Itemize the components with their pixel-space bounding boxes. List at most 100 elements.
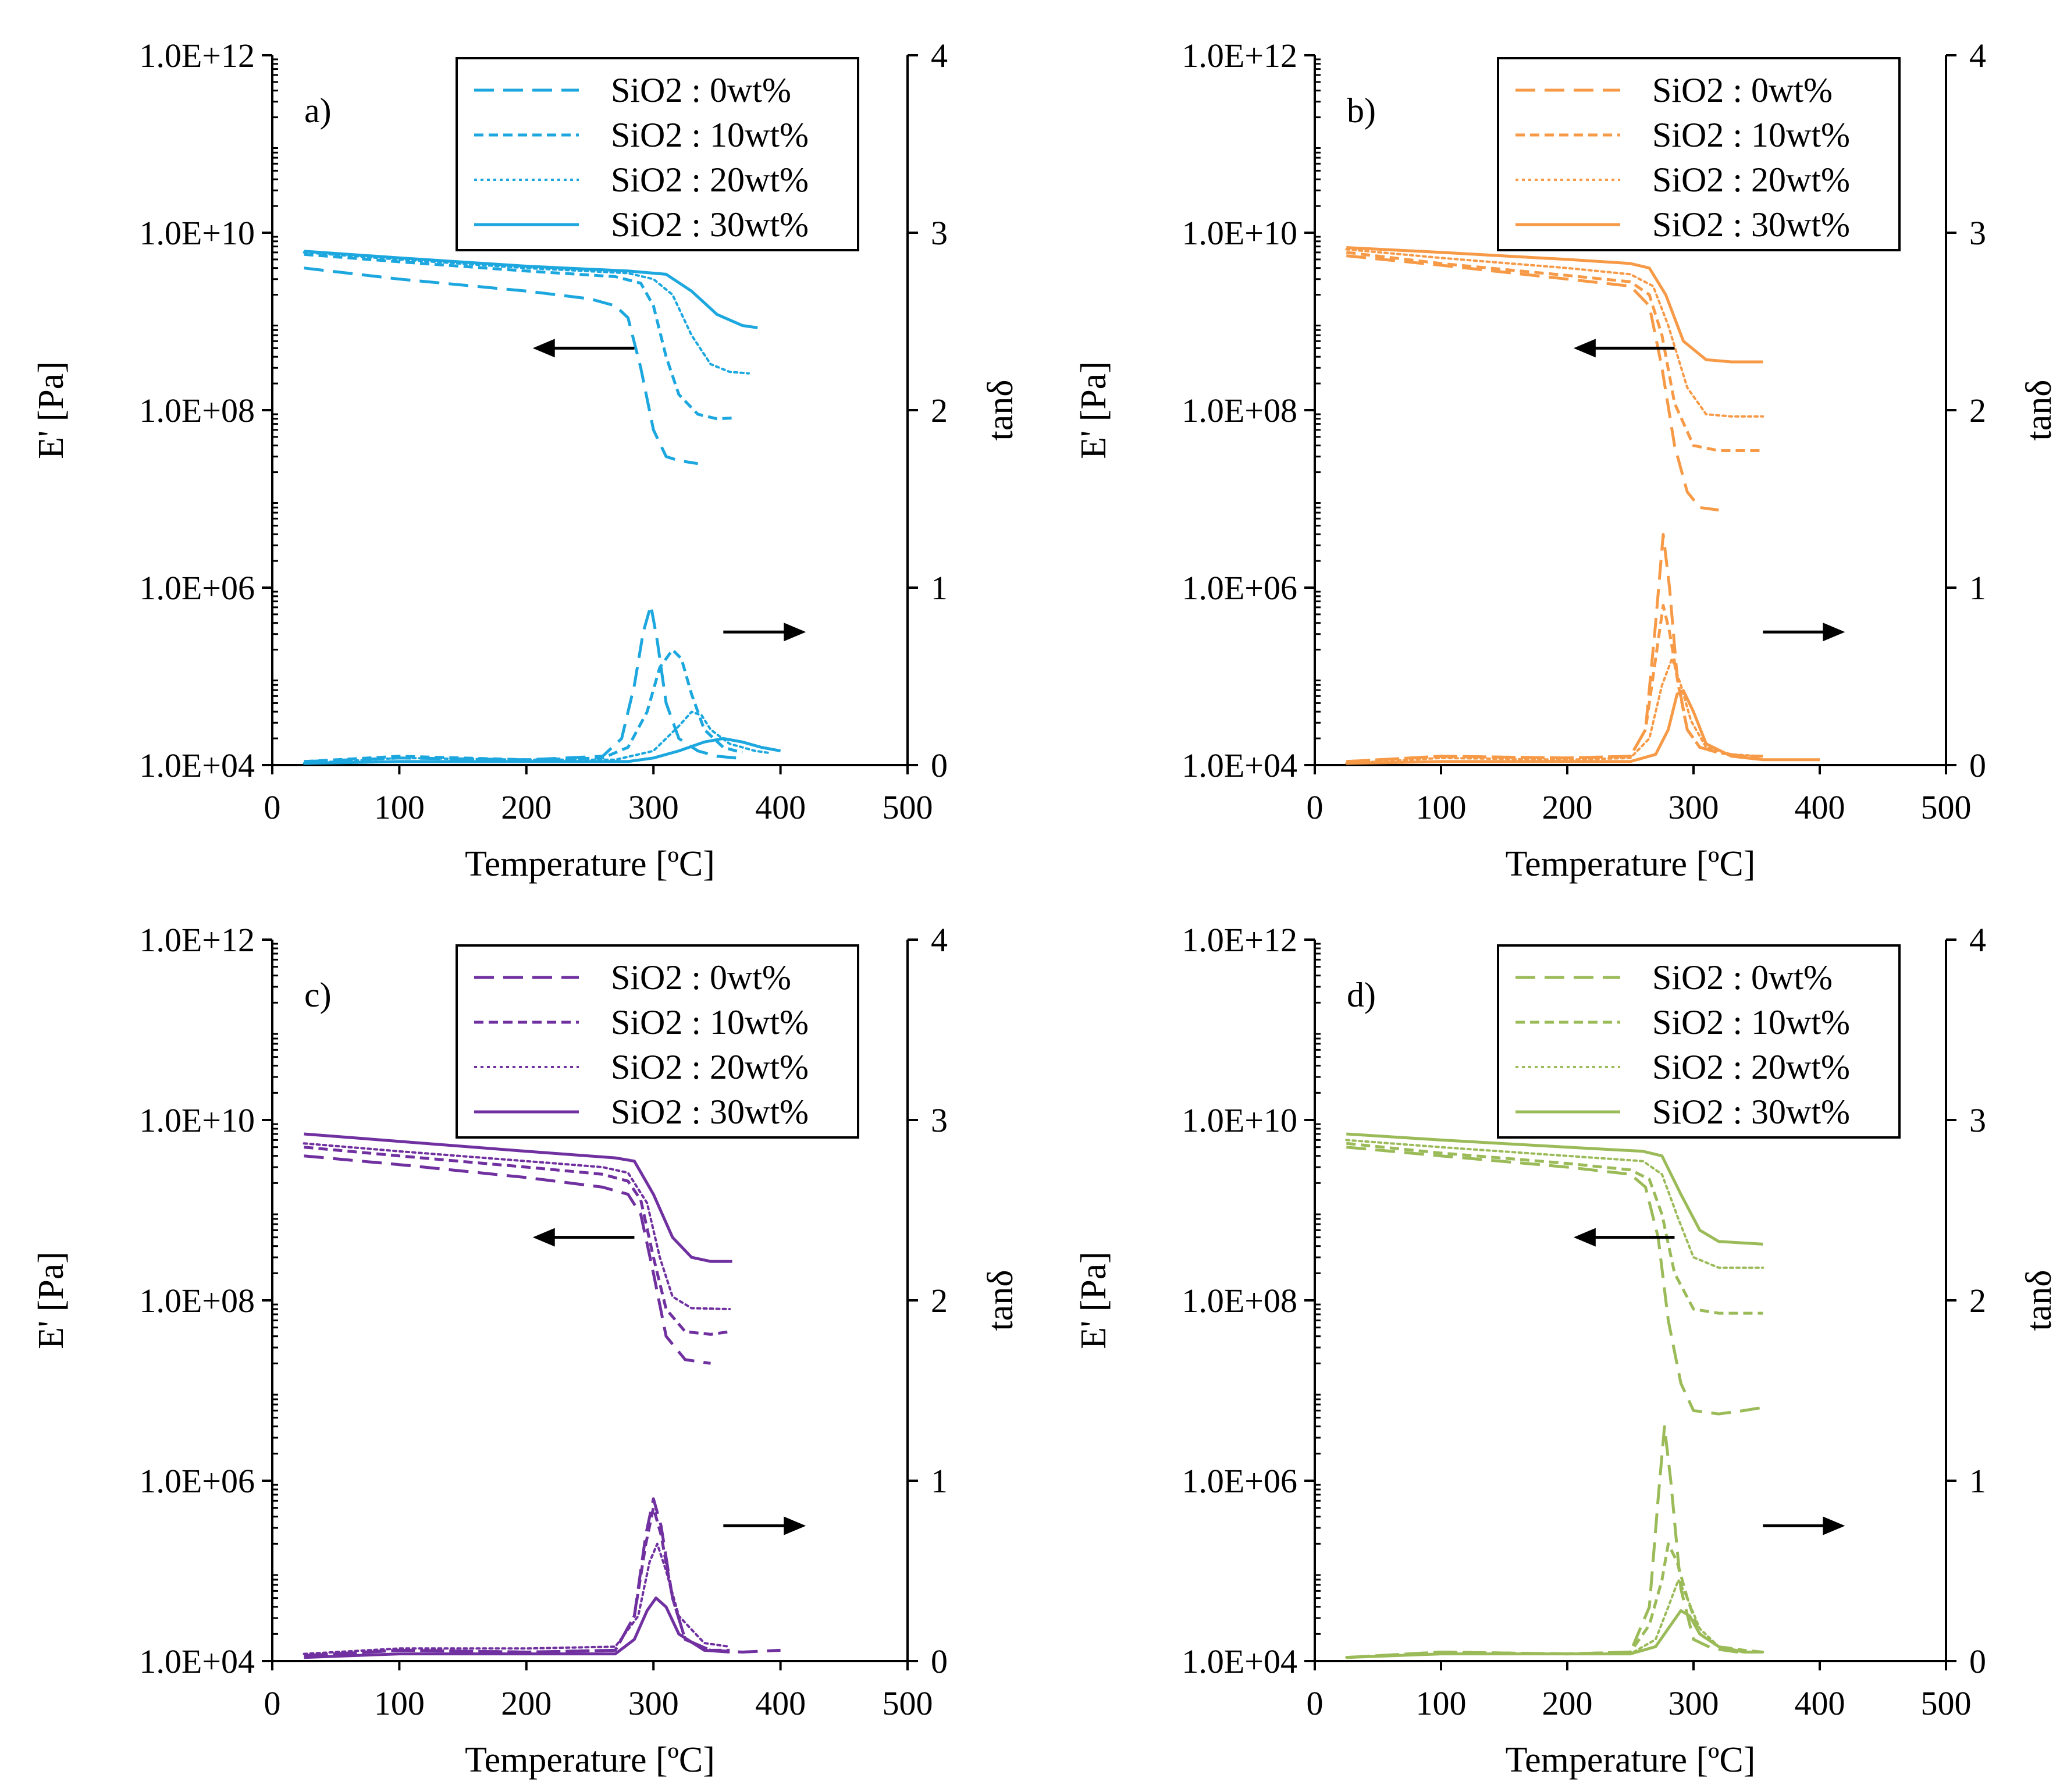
left-arrow-head — [532, 339, 555, 358]
legend-entry: SiO2 : 10wt% — [611, 1003, 809, 1041]
series-line — [1346, 1425, 1763, 1659]
y2-tick-label: 2 — [931, 392, 948, 429]
series-line — [304, 1497, 781, 1658]
x-tick-label: 500 — [1921, 788, 1972, 826]
series-line — [304, 1506, 730, 1658]
y-tick-label: 1.0E+12 — [139, 37, 255, 74]
series-line — [1346, 1609, 1763, 1659]
y-tick-label: 1.0E+06 — [139, 1462, 255, 1500]
panel-label: c) — [304, 976, 332, 1014]
series-line — [1346, 1132, 1763, 1246]
series-line — [304, 1146, 730, 1336]
x-tick-label: 500 — [883, 788, 933, 826]
y2-axis-title: tanδ — [981, 1270, 1020, 1331]
series-line — [303, 1142, 731, 1310]
y2-tick-label: 3 — [931, 1101, 948, 1139]
series-line — [303, 1542, 731, 1655]
x-tick-label: 100 — [374, 1684, 425, 1722]
y2-tick-label: 4 — [931, 37, 948, 74]
legend-entry: SiO2 : 10wt% — [611, 116, 809, 154]
legend-entry: SiO2 : 0wt% — [611, 958, 791, 997]
panel-label: a) — [304, 91, 332, 130]
x-tick-label: 0 — [1307, 788, 1324, 826]
x-tick-label: 400 — [755, 1684, 806, 1722]
y-tick-label: 1.0E+08 — [1182, 392, 1297, 429]
legend: SiO2 : 0wt% SiO2 : 10wt% SiO2 : 20wt% SiO2 … — [456, 944, 859, 1139]
y2-tick-label: 1 — [931, 569, 948, 607]
series-line — [304, 648, 743, 763]
series-line — [304, 604, 737, 763]
y2-tick-label: 1 — [1969, 1462, 1986, 1500]
series-line — [1346, 1542, 1763, 1659]
right-arrow-head — [1823, 1516, 1845, 1535]
x-tick-label: 300 — [628, 1684, 679, 1722]
x-tick-label: 0 — [264, 1684, 281, 1722]
x-tick-label: 300 — [1668, 788, 1719, 826]
legend: SiO2 : 0wt% SiO2 : 10wt% SiO2 : 20wt% SiO2 … — [456, 57, 859, 251]
x-tick-label: 100 — [1416, 788, 1467, 826]
legend-entry: SiO2 : 30wt% — [1652, 1093, 1850, 1131]
legend-box — [456, 944, 859, 1139]
left-arrow-head — [532, 1228, 555, 1247]
y2-tick-label: 0 — [1969, 746, 1986, 784]
y-tick-label: 1.0E+06 — [1182, 569, 1297, 607]
y2-tick-label: 1 — [931, 1462, 948, 1500]
series-line — [1346, 251, 1763, 452]
y2-tick-label: 0 — [931, 1642, 948, 1680]
y-tick-label: 1.0E+04 — [139, 1642, 255, 1680]
series-line — [1345, 248, 1764, 418]
series-line — [304, 1154, 711, 1365]
legend-entry: SiO2 : 30wt% — [611, 1093, 809, 1131]
series-line — [303, 710, 769, 765]
series-line — [1346, 689, 1820, 765]
legend: SiO2 : 0wt% SiO2 : 10wt% SiO2 : 20wt% SiO2 … — [1497, 57, 1901, 251]
y2-axis-title: tanδ — [981, 380, 1020, 441]
y2-tick-label: 3 — [1969, 1101, 1986, 1139]
y2-tick-label: 0 — [1969, 1642, 1986, 1680]
legend-entry: SiO2 : 20wt% — [1652, 1048, 1850, 1086]
legend-box — [1497, 57, 1901, 251]
y-tick-label: 1.0E+04 — [139, 746, 255, 784]
right-arrow-head — [784, 623, 806, 642]
x-tick-label: 500 — [1921, 1684, 1972, 1722]
y-tick-label: 1.0E+10 — [1182, 1101, 1297, 1139]
series-line — [304, 266, 698, 465]
series-line — [304, 1132, 732, 1263]
x-tick-label: 500 — [883, 1684, 933, 1722]
y-tick-label: 1.0E+12 — [1182, 921, 1297, 959]
x-tick-label: 400 — [1795, 788, 1845, 826]
x-tick-label: 200 — [1542, 1684, 1593, 1722]
y-tick-label: 1.0E+08 — [139, 1282, 255, 1320]
legend-entry: SiO2 : 20wt% — [1652, 161, 1850, 199]
y-tick-label: 1.0E+04 — [1182, 1642, 1297, 1680]
y-axis-title: E' [Pa] — [1074, 361, 1113, 459]
y2-axis-title: tanδ — [2019, 380, 2059, 441]
x-axis-title: Temperature [ºC] — [1506, 844, 1756, 884]
series-line — [1346, 246, 1763, 364]
x-tick-label: 200 — [501, 1684, 552, 1722]
legend-entry: SiO2 : 30wt% — [611, 205, 809, 244]
y-axis-title: E' [Pa] — [1074, 1251, 1113, 1349]
series-line — [1346, 604, 1763, 763]
series-line — [1345, 1139, 1764, 1269]
x-axis-title: Temperature [ºC] — [1506, 1740, 1756, 1780]
y2-tick-label: 2 — [931, 1282, 948, 1320]
chart-panel: 0 100 200 300 400 500 1.0E+04 1.0E+06 1.0E+08 1.0… — [31, 37, 1020, 884]
y-tick-label: 1.0E+06 — [1182, 1462, 1297, 1500]
series-line — [1345, 1578, 1764, 1659]
y2-axis-title: tanδ — [2019, 1270, 2059, 1331]
x-axis-title: Temperature [ºC] — [465, 844, 715, 884]
series-line — [304, 250, 758, 329]
y-axis-title: E' [Pa] — [31, 1251, 71, 1349]
legend-entry: SiO2 : 20wt% — [611, 161, 809, 199]
chart-panel: 0 100 200 300 400 500 1.0E+04 1.0E+06 1.0E+08 1.0… — [31, 921, 1020, 1780]
y2-tick-label: 4 — [1969, 921, 1986, 959]
y-tick-label: 1.0E+08 — [139, 392, 255, 429]
legend-entry: SiO2 : 0wt% — [611, 71, 791, 109]
series-line — [1345, 657, 1764, 765]
y-tick-label: 1.0E+12 — [1182, 37, 1297, 74]
series-line — [304, 1597, 730, 1659]
y2-tick-label: 3 — [931, 214, 948, 252]
series-line — [303, 251, 750, 375]
